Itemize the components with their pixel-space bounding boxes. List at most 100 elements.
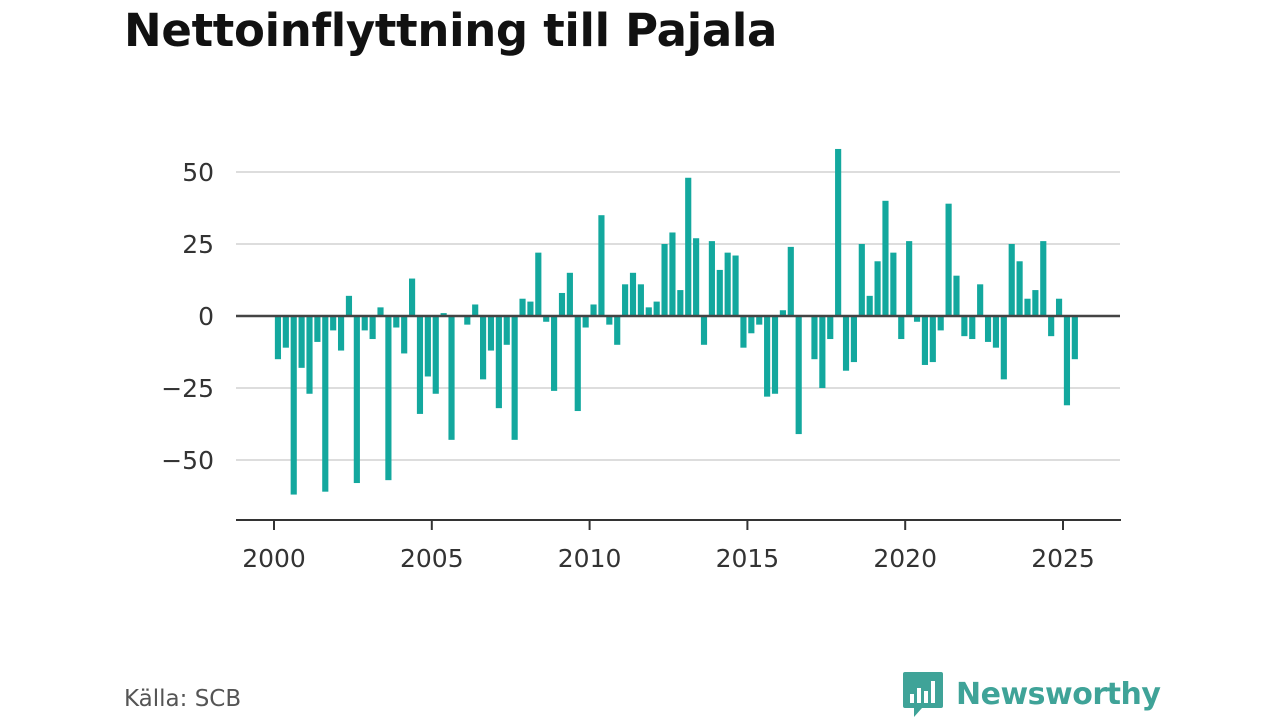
- bar: -31: [1063, 316, 1071, 406]
- bar: 21: [732, 255, 739, 316]
- bar: 9: [1032, 290, 1039, 316]
- bar: 15: [566, 272, 573, 316]
- bar: 19: [1016, 261, 1023, 316]
- bar: 22: [890, 252, 897, 316]
- bar: -32: [495, 316, 502, 409]
- bar: -5: [937, 316, 944, 331]
- bar: -3: [756, 316, 763, 325]
- bar: -34: [416, 316, 424, 414]
- bar: -28: [764, 316, 771, 397]
- x-tick-label: 2025: [1031, 544, 1095, 573]
- bar: -18: [298, 316, 305, 368]
- x-tick-label: 2010: [558, 544, 622, 573]
- bar: 19: [874, 261, 881, 316]
- bar: 16: [716, 269, 723, 316]
- bar-chart-speech-bubble-icon: [903, 672, 943, 717]
- bar: -58: [353, 316, 360, 484]
- bar: 3: [377, 307, 384, 316]
- bar: 48: [685, 177, 692, 316]
- bar: 4: [590, 304, 597, 316]
- bar: 11: [977, 284, 984, 316]
- bar: -3: [464, 316, 471, 325]
- bar: 13: [409, 278, 416, 316]
- bar: -8: [898, 316, 905, 340]
- bar: -25: [819, 316, 826, 388]
- gridlines: [236, 171, 1120, 461]
- bar: 26: [708, 241, 715, 316]
- bar: -2: [543, 316, 550, 322]
- bar: -7: [961, 316, 968, 337]
- bar: 6: [1024, 298, 1031, 316]
- bar: 11: [622, 284, 629, 316]
- bar: 15: [629, 272, 637, 316]
- bar: -17: [921, 316, 928, 365]
- bar: -26: [551, 316, 558, 391]
- bar: 6: [1055, 298, 1063, 316]
- bar: 39: [945, 203, 952, 316]
- bar: 25: [1008, 244, 1015, 316]
- bar: -10: [503, 316, 510, 345]
- bar: -6: [748, 316, 755, 334]
- bar: -13: [401, 316, 408, 354]
- brand-name: Newsworthy: [956, 676, 1161, 712]
- bar: 58: [835, 148, 842, 316]
- bar: 3: [645, 307, 652, 316]
- y-tick-label: 50: [182, 158, 214, 187]
- bar: 8: [558, 292, 566, 316]
- bar: -43: [448, 316, 455, 440]
- bar: -8: [969, 316, 976, 340]
- y-tick-label: 25: [182, 230, 214, 259]
- bar: 29: [669, 232, 676, 316]
- bar: -12: [487, 316, 495, 351]
- bar: -61: [322, 316, 329, 492]
- bar: 2: [779, 310, 786, 316]
- bar: -22: [480, 316, 487, 380]
- bar: -9: [984, 316, 992, 342]
- bar: 35: [598, 215, 605, 316]
- bar: 26: [906, 241, 913, 316]
- bar: -15: [1071, 316, 1078, 360]
- bar: 25: [858, 244, 865, 316]
- bar: -7: [1048, 316, 1055, 337]
- bar: -41: [795, 316, 802, 435]
- bar: -5: [330, 316, 337, 331]
- bar: 6: [519, 298, 526, 316]
- bar: -57: [385, 316, 392, 481]
- bar: -8: [369, 316, 376, 340]
- bar: -3: [606, 316, 613, 325]
- bar: 27: [693, 238, 700, 316]
- bar: -27: [771, 316, 779, 394]
- bar: 7: [345, 295, 353, 316]
- bar: -5: [361, 316, 368, 331]
- bar: -15: [274, 316, 282, 360]
- y-tick-label: 0: [198, 302, 214, 331]
- bar: 22: [535, 252, 542, 316]
- bars: -15-11-62-18-27-9-61-5-127-58-5-83-57-4-…: [274, 148, 1078, 495]
- bar: -43: [511, 316, 518, 440]
- bar: -21: [424, 316, 431, 377]
- bar: 24: [787, 246, 794, 316]
- bar: -19: [842, 316, 850, 371]
- bar: -62: [290, 316, 297, 495]
- bar: 22: [724, 252, 731, 316]
- bar: -22: [1000, 316, 1007, 380]
- y-tick-label: −25: [161, 374, 214, 403]
- bar: -11: [282, 316, 289, 348]
- bar: -4: [582, 316, 589, 328]
- x-tick-label: 2000: [242, 544, 306, 573]
- bar: -11: [740, 316, 747, 348]
- bar: -2: [913, 316, 921, 322]
- bar: 25: [661, 244, 668, 316]
- bar: -11: [992, 316, 1000, 348]
- bar: 5: [653, 301, 660, 316]
- bar: 7: [866, 295, 873, 316]
- bar: -4: [393, 316, 400, 328]
- bar: -16: [850, 316, 857, 363]
- bar: -9: [314, 316, 321, 342]
- bar: -15: [811, 316, 818, 360]
- bar: 1: [440, 313, 447, 316]
- y-tick-label: −50: [161, 446, 214, 475]
- bar: -33: [574, 316, 581, 412]
- bar: 9: [677, 290, 684, 316]
